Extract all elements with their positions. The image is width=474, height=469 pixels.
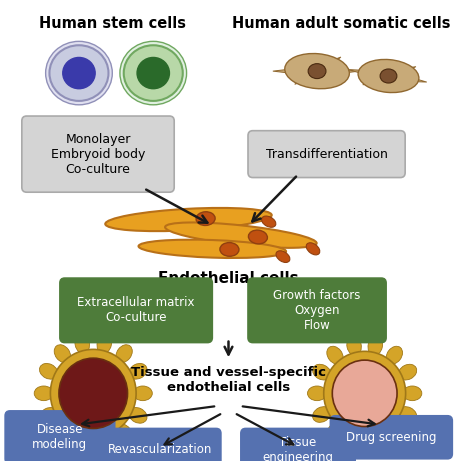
Ellipse shape xyxy=(116,424,132,442)
Ellipse shape xyxy=(133,386,152,401)
Polygon shape xyxy=(384,62,395,77)
Ellipse shape xyxy=(403,386,422,401)
Circle shape xyxy=(324,351,406,435)
Ellipse shape xyxy=(313,364,331,380)
Ellipse shape xyxy=(308,64,326,79)
FancyBboxPatch shape xyxy=(248,131,405,178)
Polygon shape xyxy=(384,74,402,90)
FancyBboxPatch shape xyxy=(241,429,355,469)
Ellipse shape xyxy=(380,69,397,83)
Text: Revascularization: Revascularization xyxy=(108,444,212,456)
Ellipse shape xyxy=(306,243,320,255)
Ellipse shape xyxy=(75,433,90,453)
Polygon shape xyxy=(363,72,391,85)
Polygon shape xyxy=(317,66,359,76)
Ellipse shape xyxy=(97,334,111,354)
Ellipse shape xyxy=(137,58,169,89)
Ellipse shape xyxy=(308,386,327,401)
Polygon shape xyxy=(348,69,390,81)
Polygon shape xyxy=(382,75,393,91)
Ellipse shape xyxy=(313,407,331,423)
Ellipse shape xyxy=(399,407,417,423)
Ellipse shape xyxy=(39,363,58,379)
Text: Human stem cells: Human stem cells xyxy=(39,16,186,31)
Ellipse shape xyxy=(75,334,90,354)
Ellipse shape xyxy=(327,346,343,364)
Ellipse shape xyxy=(399,364,417,380)
Polygon shape xyxy=(312,71,322,87)
Ellipse shape xyxy=(386,423,402,440)
Text: Monolayer
Embryoid body
Co-culture: Monolayer Embryoid body Co-culture xyxy=(51,133,145,175)
Ellipse shape xyxy=(97,433,111,453)
Polygon shape xyxy=(296,59,320,75)
Ellipse shape xyxy=(138,240,286,258)
Polygon shape xyxy=(374,62,392,78)
Ellipse shape xyxy=(347,336,361,356)
Text: Tissue
engineering: Tissue engineering xyxy=(263,436,334,464)
Ellipse shape xyxy=(54,345,71,363)
FancyBboxPatch shape xyxy=(99,429,221,469)
Ellipse shape xyxy=(276,251,290,263)
FancyBboxPatch shape xyxy=(330,416,452,459)
Circle shape xyxy=(50,349,136,437)
Ellipse shape xyxy=(327,423,343,440)
Text: Human adult somatic cells: Human adult somatic cells xyxy=(232,16,450,31)
FancyBboxPatch shape xyxy=(60,278,212,342)
Polygon shape xyxy=(313,57,341,75)
Ellipse shape xyxy=(49,45,109,101)
Ellipse shape xyxy=(63,58,95,89)
Polygon shape xyxy=(386,67,416,80)
Ellipse shape xyxy=(105,208,272,231)
Polygon shape xyxy=(313,68,338,83)
Ellipse shape xyxy=(248,230,267,244)
Polygon shape xyxy=(312,56,322,71)
Ellipse shape xyxy=(54,424,71,442)
Ellipse shape xyxy=(124,45,183,101)
Ellipse shape xyxy=(165,222,317,248)
FancyBboxPatch shape xyxy=(248,278,386,342)
Ellipse shape xyxy=(262,216,276,227)
Ellipse shape xyxy=(368,336,383,356)
Ellipse shape xyxy=(220,242,239,256)
FancyBboxPatch shape xyxy=(22,116,174,192)
Text: Transdifferentiation: Transdifferentiation xyxy=(265,148,388,160)
Text: Tissue and vessel-specific
endothelial cells: Tissue and vessel-specific endothelial c… xyxy=(131,366,326,394)
Ellipse shape xyxy=(129,363,147,379)
Circle shape xyxy=(59,358,128,429)
FancyBboxPatch shape xyxy=(5,411,115,464)
Ellipse shape xyxy=(285,53,349,89)
Polygon shape xyxy=(273,66,317,76)
Text: Growth factors
Oxygen
Flow: Growth factors Oxygen Flow xyxy=(273,289,361,332)
Ellipse shape xyxy=(34,386,53,401)
Ellipse shape xyxy=(386,346,402,364)
Polygon shape xyxy=(387,71,427,82)
Ellipse shape xyxy=(116,345,132,363)
Ellipse shape xyxy=(39,408,58,423)
Ellipse shape xyxy=(196,212,215,226)
Ellipse shape xyxy=(120,41,187,105)
Text: Disease
modeling: Disease modeling xyxy=(32,423,88,451)
Ellipse shape xyxy=(129,408,147,423)
Text: Drug screening: Drug screening xyxy=(346,431,437,444)
Text: Endothelial cells: Endothelial cells xyxy=(158,271,299,286)
Ellipse shape xyxy=(46,41,112,105)
Polygon shape xyxy=(295,68,320,84)
Circle shape xyxy=(332,360,397,426)
Ellipse shape xyxy=(368,431,383,451)
Ellipse shape xyxy=(358,60,419,92)
Text: Extracellular matrix
Co-culture: Extracellular matrix Co-culture xyxy=(77,296,195,325)
Ellipse shape xyxy=(347,431,361,451)
